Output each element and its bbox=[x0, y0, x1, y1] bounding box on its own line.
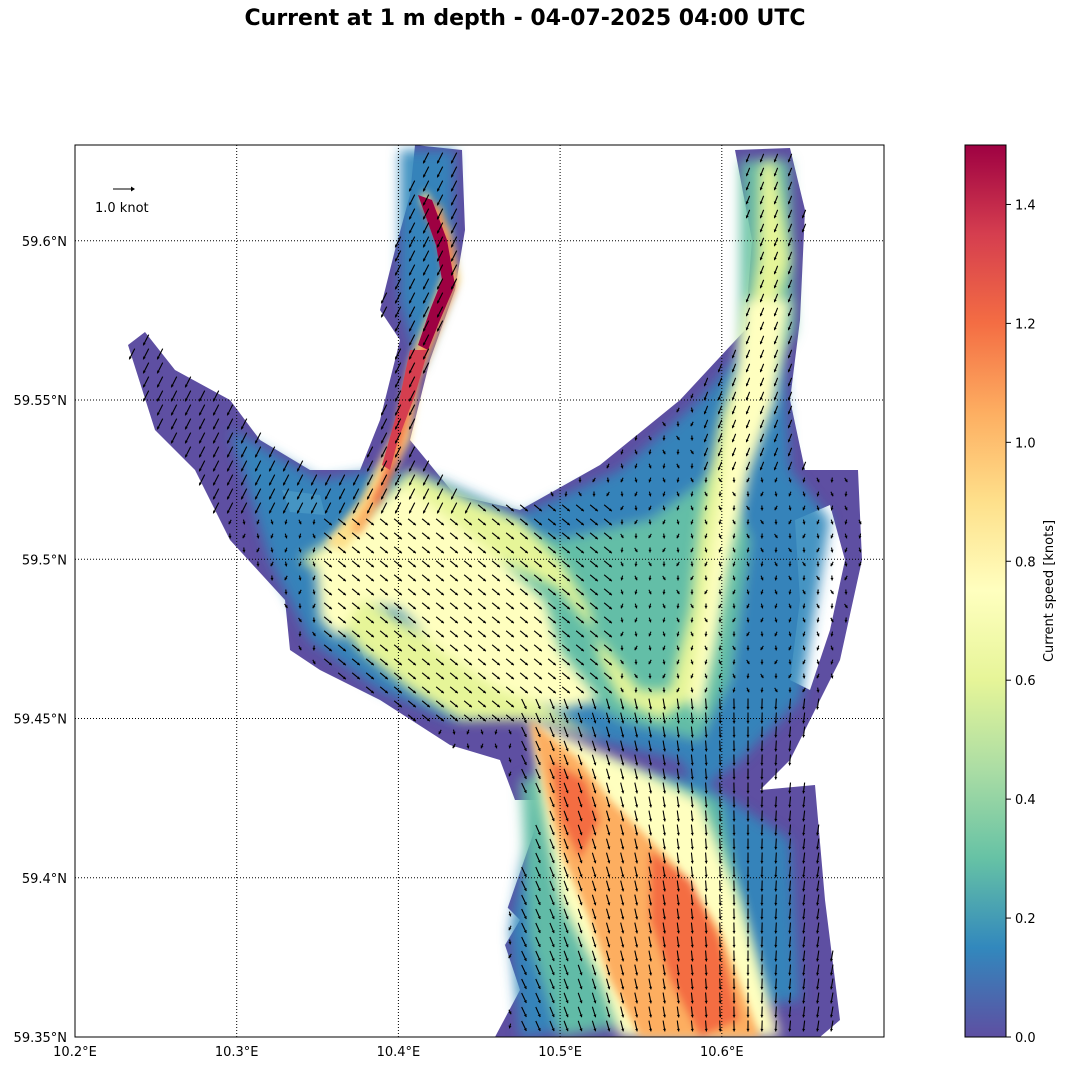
y-tick-label: 59.4°N bbox=[22, 872, 67, 887]
colorbar-tick-label: 1.0 bbox=[1015, 436, 1036, 451]
x-tick-label: 10.6°E bbox=[700, 1045, 744, 1060]
map-panel bbox=[75, 145, 884, 1037]
x-tick-label: 10.4°E bbox=[377, 1045, 421, 1060]
colorbar-ticks: 0.0 0.2 0.4 0.6 0.8 1.0 1.2 1.4 bbox=[1006, 198, 1036, 1046]
colorbar-label: Current speed [knots] bbox=[1042, 520, 1057, 662]
colorbar-tick-label: 1.4 bbox=[1015, 198, 1036, 213]
x-tick-label: 10.5°E bbox=[538, 1045, 582, 1060]
colorbar-tick-label: 0.8 bbox=[1015, 555, 1036, 570]
colorbar-tick-label: 0.4 bbox=[1015, 793, 1036, 808]
x-tick-label: 10.2°E bbox=[53, 1045, 97, 1060]
y-tick-label: 59.6°N bbox=[22, 235, 67, 250]
map-title: Current at 1 m depth - 04-07-2025 04:00 … bbox=[244, 6, 806, 31]
speed-field-max bbox=[382, 195, 455, 470]
y-tick-label: 59.5°N bbox=[22, 553, 67, 568]
colorbar: 0.0 0.2 0.4 0.6 0.8 1.0 1.2 1.4 Current speed [… bbox=[964, 144, 1057, 1046]
x-tick-label: 10.3°E bbox=[215, 1045, 259, 1060]
y-tick-label: 59.55°N bbox=[14, 394, 67, 409]
map-frame bbox=[74, 144, 885, 1038]
colorbar-tick-label: 0.2 bbox=[1015, 912, 1036, 927]
colorbar-gradient bbox=[964, 144, 1007, 1038]
current-vector-field bbox=[128, 152, 862, 1032]
y-tick-label: 59.35°N bbox=[14, 1031, 67, 1046]
colorbar-tick-label: 1.2 bbox=[1015, 317, 1036, 332]
latitude-tick-labels: 59.35°N 59.4°N 59.45°N 59.5°N 59.55°N 59.6°N bbox=[14, 235, 67, 1046]
colorbar-tick-label: 0.0 bbox=[1015, 1031, 1036, 1046]
colorbar-tick-label: 0.6 bbox=[1015, 674, 1036, 689]
reference-arrow bbox=[113, 186, 135, 192]
reference-arrow-label: 1.0 knot bbox=[95, 201, 149, 216]
longitude-tick-labels: 10.2°E 10.3°E 10.4°E 10.5°E 10.6°E bbox=[53, 1045, 743, 1060]
y-tick-label: 59.45°N bbox=[14, 713, 67, 728]
